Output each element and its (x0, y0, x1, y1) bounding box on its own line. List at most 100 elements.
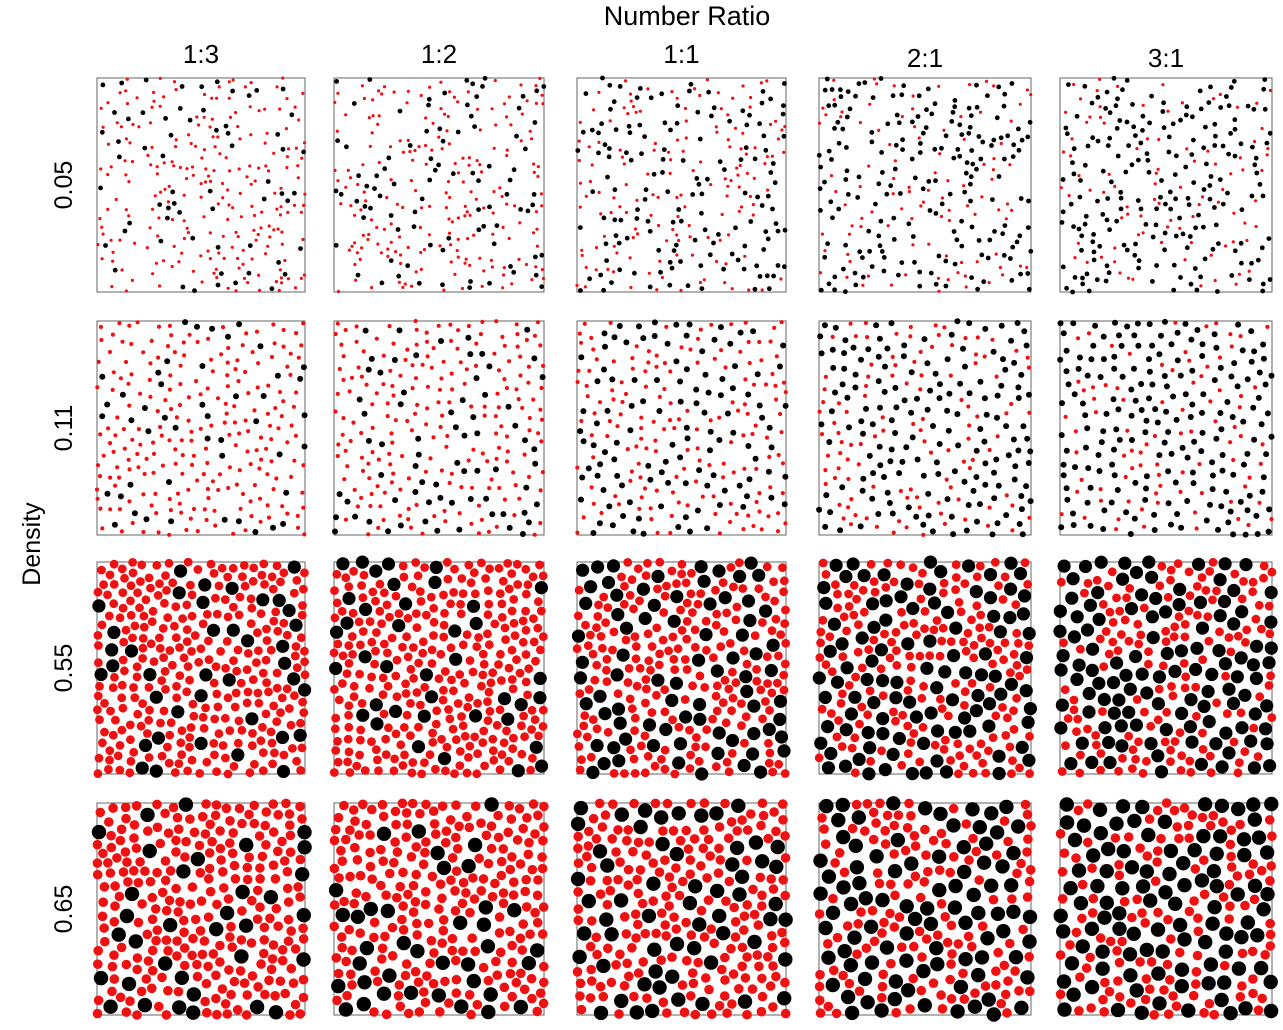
small-particle (853, 513, 858, 518)
large-particle (186, 987, 201, 1002)
small-particle (107, 349, 113, 355)
small-particle (849, 442, 854, 447)
small-particle (837, 502, 842, 507)
small-particle (728, 519, 733, 525)
small-particle (118, 376, 123, 381)
small-particle (165, 344, 171, 349)
small-particle (94, 641, 103, 650)
large-particle (780, 342, 787, 349)
small-particle (508, 744, 518, 753)
large-particle (1094, 555, 1108, 569)
large-particle (829, 558, 843, 572)
small-particle (398, 761, 408, 770)
large-particle (1076, 354, 1083, 361)
small-particle (944, 711, 953, 721)
small-particle (1173, 320, 1178, 325)
small-particle (898, 488, 904, 494)
small-particle (1224, 244, 1228, 248)
large-particle (1213, 344, 1220, 351)
small-particle (464, 367, 469, 372)
large-particle (832, 287, 837, 293)
small-particle (919, 204, 923, 208)
small-particle (361, 233, 365, 237)
large-particle (748, 835, 764, 850)
small-particle (426, 935, 437, 946)
small-particle (376, 525, 381, 531)
small-particle (524, 837, 534, 848)
large-particle (858, 418, 865, 425)
large-particle (900, 577, 914, 591)
large-particle (613, 716, 627, 730)
figure-title: Number Ratio (604, 1, 771, 31)
small-particle (588, 813, 599, 824)
large-particle (770, 839, 785, 855)
large-particle (1067, 630, 1081, 644)
small-particle (233, 367, 238, 372)
small-particle (93, 959, 103, 969)
small-particle (406, 731, 415, 740)
small-particle (765, 748, 775, 758)
small-particle (108, 475, 113, 480)
small-particle (536, 165, 540, 169)
large-particle (246, 270, 252, 276)
small-particle (711, 494, 716, 499)
large-particle (832, 389, 838, 396)
small-particle (223, 894, 234, 904)
small-particle (257, 570, 267, 580)
small-particle (670, 90, 674, 94)
small-particle (158, 76, 162, 80)
small-particle (722, 1008, 732, 1018)
large-particle (765, 236, 771, 242)
small-particle (396, 740, 406, 750)
small-particle (597, 190, 601, 194)
large-particle (356, 996, 371, 1012)
small-particle (189, 429, 194, 434)
large-particle (1263, 759, 1277, 773)
small-particle (631, 236, 635, 240)
panel-frame (576, 320, 787, 536)
large-particle (697, 574, 711, 588)
small-particle (172, 951, 182, 961)
small-particle (951, 573, 961, 582)
small-particle (391, 671, 401, 681)
small-particle (113, 483, 118, 488)
large-particle (877, 568, 891, 582)
large-particle (1245, 103, 1251, 109)
small-particle (457, 712, 466, 721)
large-particle (1213, 222, 1219, 228)
small-particle (1169, 218, 1173, 222)
small-particle (574, 585, 584, 595)
small-particle (686, 750, 695, 760)
large-particle (221, 516, 228, 523)
small-particle (630, 769, 640, 778)
small-particle (255, 902, 265, 912)
small-particle (721, 718, 731, 728)
large-particle (683, 332, 690, 339)
small-particle (668, 632, 678, 642)
small-particle (774, 651, 783, 661)
large-particle (256, 593, 270, 607)
small-particle (458, 721, 468, 731)
large-particle (830, 675, 845, 689)
small-particle (778, 799, 788, 809)
large-particle (260, 393, 267, 399)
small-particle (179, 510, 184, 515)
small-particle (218, 152, 222, 156)
small-particle (500, 623, 510, 633)
small-particle (429, 617, 439, 627)
small-particle (230, 245, 234, 249)
small-particle (575, 530, 580, 535)
small-particle (939, 588, 948, 598)
small-particle (629, 754, 639, 764)
small-particle (452, 843, 463, 854)
small-particle (264, 164, 268, 168)
small-particle (97, 911, 108, 922)
large-particle (124, 886, 140, 902)
large-particle (1185, 735, 1199, 749)
large-particle (128, 417, 135, 424)
small-particle (994, 252, 998, 256)
small-particle (421, 799, 431, 810)
large-particle (628, 402, 635, 409)
small-particle (769, 807, 779, 817)
small-particle (212, 271, 216, 275)
